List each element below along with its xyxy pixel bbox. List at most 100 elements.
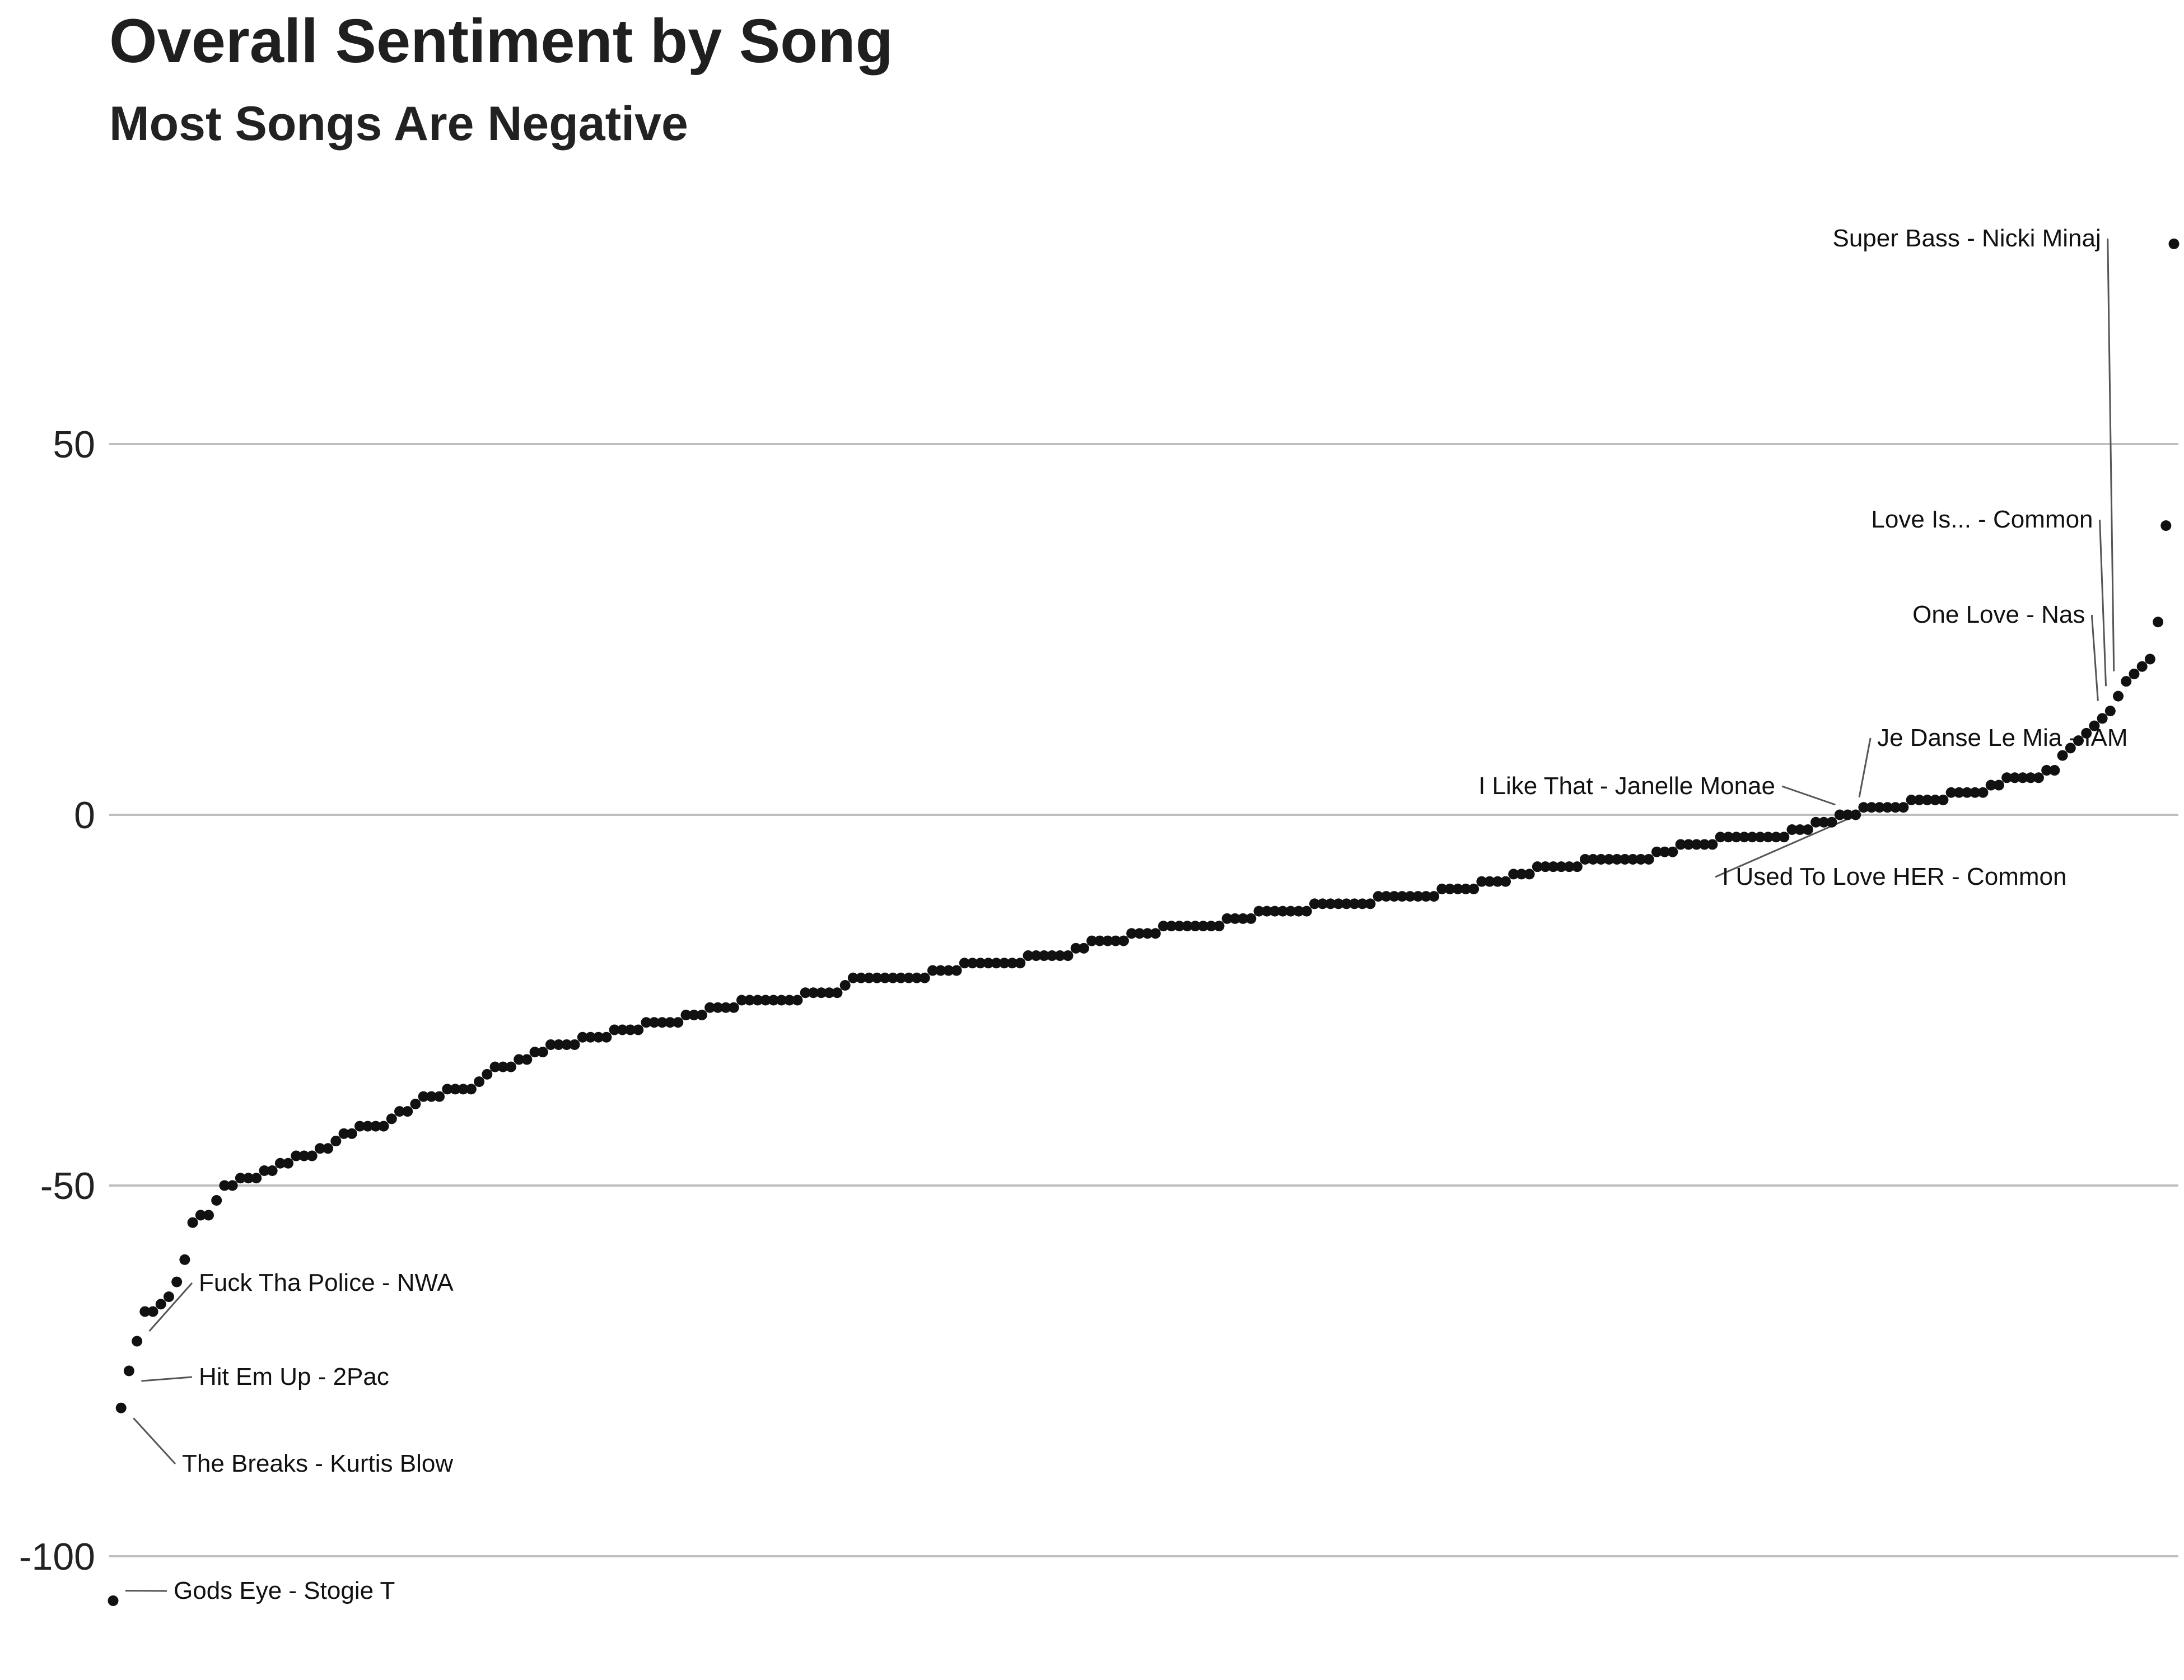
data-point <box>800 987 811 998</box>
data-point <box>1754 832 1766 843</box>
data-point <box>1739 832 1750 843</box>
data-point <box>1365 898 1376 909</box>
data-point <box>155 1299 166 1310</box>
data-point <box>1174 921 1185 932</box>
data-point <box>688 1009 699 1020</box>
data-point <box>291 1150 302 1161</box>
data-point <box>1556 861 1567 872</box>
data-point <box>2136 661 2148 672</box>
data-point <box>227 1180 238 1191</box>
data-point <box>378 1121 389 1132</box>
data-point <box>847 972 858 983</box>
data-point <box>1269 906 1280 917</box>
data-point <box>1540 861 1551 872</box>
data-point <box>1516 869 1527 880</box>
data-point <box>1651 846 1662 857</box>
data-point <box>1357 898 1368 909</box>
data-point <box>1118 935 1129 946</box>
data-point <box>704 1002 716 1013</box>
data-point <box>123 1365 134 1376</box>
annotation-label: I Like That - Janelle Monae <box>1478 772 1775 800</box>
data-point <box>1094 935 1105 946</box>
data-point <box>1436 883 1448 894</box>
data-point <box>1054 950 1066 962</box>
data-point <box>362 1121 374 1132</box>
y-tick-label: 50 <box>53 423 95 466</box>
data-point <box>323 1143 334 1154</box>
data-point <box>816 987 827 998</box>
data-point <box>1189 921 1201 932</box>
data-point <box>1214 921 1225 932</box>
data-point <box>187 1217 198 1228</box>
annotation-label: Love Is... - Common <box>1871 506 2093 533</box>
data-point <box>243 1173 254 1184</box>
data-point <box>497 1061 508 1072</box>
data-point <box>1062 950 1074 962</box>
data-point <box>1667 846 1678 857</box>
data-point <box>1779 832 1790 843</box>
data-point <box>1762 832 1774 843</box>
data-point <box>1047 950 1058 962</box>
annotation-leader <box>1715 816 1852 878</box>
data-point <box>1158 921 1169 932</box>
data-point <box>1229 913 1240 924</box>
data-point <box>370 1121 381 1132</box>
data-point <box>2104 706 2116 717</box>
data-point <box>163 1291 174 1303</box>
y-tick-label: -100 <box>19 1536 95 1578</box>
data-point <box>1977 787 1989 798</box>
data-point <box>1038 950 1049 962</box>
data-point <box>1691 839 1702 850</box>
data-point <box>983 958 994 969</box>
data-point <box>2081 727 2092 739</box>
data-point <box>2168 239 2180 250</box>
data-point <box>1580 853 1591 865</box>
data-point <box>306 1150 318 1161</box>
data-point <box>203 1210 214 1221</box>
data-point <box>139 1306 151 1317</box>
data-point <box>1842 809 1853 820</box>
data-point <box>1102 935 1113 946</box>
data-point <box>1675 839 1686 850</box>
data-point <box>1771 832 1782 843</box>
data-point <box>1134 928 1145 939</box>
data-point <box>1023 950 1034 962</box>
data-point <box>1611 853 1622 865</box>
data-point <box>2089 720 2100 731</box>
data-point <box>1635 853 1646 865</box>
data-point <box>1277 906 1289 917</box>
data-point <box>2065 743 2076 754</box>
data-point <box>1198 921 1209 932</box>
annotation-leader <box>1858 738 1872 798</box>
data-point <box>147 1306 158 1317</box>
data-point <box>1380 891 1392 902</box>
data-point <box>1588 853 1599 865</box>
data-point <box>1970 787 1981 798</box>
data-point <box>768 995 779 1006</box>
data-point <box>171 1276 183 1287</box>
data-point <box>1731 832 1742 843</box>
data-point <box>251 1173 262 1184</box>
data-point <box>219 1180 230 1191</box>
data-point <box>2057 750 2068 761</box>
data-point <box>991 958 1002 969</box>
annotation-leader <box>125 1589 167 1592</box>
data-point <box>609 1024 620 1035</box>
data-point <box>1571 861 1583 872</box>
data-point <box>298 1150 310 1161</box>
data-point <box>641 1017 652 1028</box>
data-point <box>1985 780 1996 791</box>
data-point <box>1166 921 1177 932</box>
data-point <box>1810 816 1822 828</box>
data-point <box>1373 891 1384 902</box>
annotation-leader <box>2107 238 2115 671</box>
data-point <box>2049 765 2060 776</box>
data-point <box>1723 832 1734 843</box>
data-point <box>1564 861 1575 872</box>
data-point <box>1890 802 1901 813</box>
data-point <box>529 1047 540 1058</box>
data-point <box>832 987 843 998</box>
data-point <box>951 965 962 976</box>
data-point <box>760 995 771 1006</box>
data-point <box>1412 891 1424 902</box>
